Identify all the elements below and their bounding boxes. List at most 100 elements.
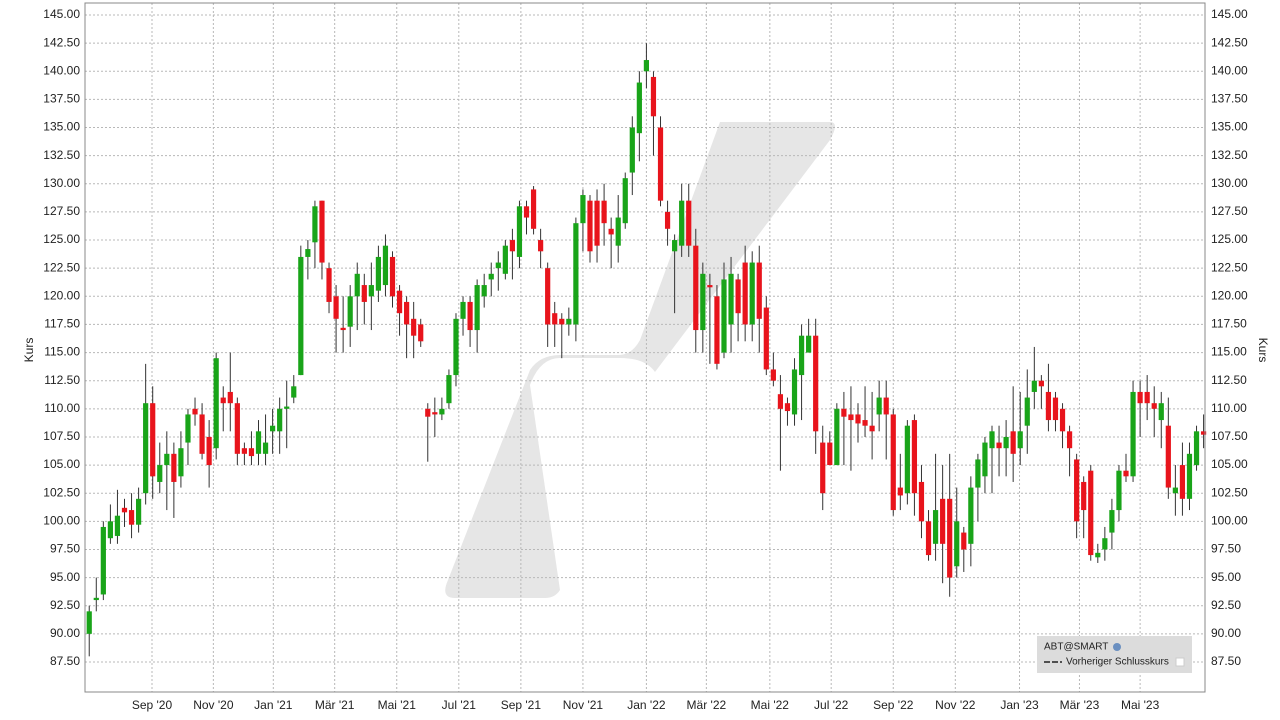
candle-body <box>305 249 311 257</box>
candle-body <box>298 256 304 376</box>
x-tick-label: Nov '22 <box>935 698 976 712</box>
candle-body <box>1130 391 1136 477</box>
candle-body <box>439 408 445 415</box>
candle-body <box>143 403 149 494</box>
candle-body <box>636 82 642 134</box>
candle-body <box>672 240 678 252</box>
y-tick-label: 117.50 <box>44 317 80 331</box>
y2-tick-label: 105.00 <box>1211 457 1248 471</box>
candle-body <box>707 285 713 288</box>
candle-body <box>446 375 452 404</box>
candle-body <box>961 532 967 550</box>
x-tick-label: Mär '23 <box>1060 698 1100 712</box>
candle-body <box>171 453 177 482</box>
y2-tick-label: 90.00 <box>1211 626 1241 640</box>
candle-body <box>989 431 995 449</box>
candle-body <box>855 414 861 424</box>
candle-body <box>396 290 403 314</box>
candle-body <box>1123 470 1129 477</box>
candle-body <box>411 318 417 336</box>
y-tick-label: 135.00 <box>43 120 80 134</box>
candle-body <box>580 195 586 224</box>
candle-body <box>361 285 367 302</box>
candle-body <box>657 127 664 201</box>
candle-body <box>375 256 382 291</box>
candle-body <box>277 408 283 432</box>
y2-tick-label: 137.50 <box>1211 92 1248 106</box>
candle-body <box>1095 552 1101 558</box>
candle-body <box>495 262 501 269</box>
y2-tick-label: 95.00 <box>1211 570 1241 584</box>
candle-body <box>1088 470 1094 556</box>
candle-body <box>227 391 233 404</box>
candle-body <box>1074 459 1080 522</box>
candle-body <box>107 521 113 539</box>
candle-body <box>1193 431 1200 466</box>
candle-body <box>552 313 558 325</box>
candle-body <box>1003 436 1009 449</box>
legend: ABT@SMART Vorheriger Schlusskurs <box>1037 636 1192 673</box>
candle-body <box>333 296 339 319</box>
candle-body <box>1031 380 1037 392</box>
candle-body <box>312 206 318 243</box>
y2-tick-label: 97.50 <box>1211 542 1241 556</box>
y-tick-label: 132.50 <box>43 148 80 162</box>
candle-body <box>1144 391 1150 404</box>
y2-tick-label: 102.50 <box>1211 485 1248 499</box>
legend-checkbox[interactable] <box>1175 657 1185 667</box>
candle-body <box>404 301 410 325</box>
candle-body <box>876 397 882 415</box>
candle-body <box>559 318 565 325</box>
candle-body <box>643 60 650 72</box>
candle-body <box>622 178 628 224</box>
candle-body <box>474 285 480 331</box>
candle-body <box>862 420 868 426</box>
y-tick-label: 137.50 <box>43 92 80 106</box>
grid <box>85 3 1205 692</box>
candle-body <box>481 285 487 297</box>
y2-axis-label: Kurs <box>1256 338 1270 363</box>
x-tick-label: Mär '22 <box>687 698 727 712</box>
x-tick-label: Sep '20 <box>132 698 173 712</box>
candle-body <box>813 335 819 432</box>
candle-body <box>587 200 593 252</box>
y2-tick-label: 140.00 <box>1211 63 1248 77</box>
y-tick-label: 95.00 <box>50 570 80 584</box>
candle-body <box>721 279 727 353</box>
x-tick-label: Nov '20 <box>193 698 234 712</box>
candle-body <box>1165 425 1171 488</box>
candle-body <box>975 459 981 488</box>
candle-body <box>925 521 932 556</box>
y-tick-label: 97.50 <box>50 542 80 556</box>
y2-tick-label: 130.00 <box>1211 176 1248 190</box>
candle-body <box>693 245 699 331</box>
plot-frame <box>84 2 1206 693</box>
candle-body <box>1137 391 1143 404</box>
candle-body <box>234 403 240 454</box>
x-tick-label: Jan '23 <box>1000 698 1039 712</box>
candle-body <box>777 394 784 409</box>
y2-tick-label: 142.50 <box>1211 35 1248 49</box>
candle-body <box>566 318 572 325</box>
candle-body <box>93 597 99 601</box>
x-tick-label: Sep '21 <box>501 698 542 712</box>
candle-body <box>100 526 106 595</box>
y2-tick-label: 132.50 <box>1211 148 1248 162</box>
x-tick-label: Jul '21 <box>442 698 477 712</box>
y2-tick-label: 122.50 <box>1211 260 1248 274</box>
candle-body <box>686 200 692 246</box>
candle-body <box>1010 431 1016 454</box>
legend-icon <box>1113 643 1121 651</box>
candle-body <box>432 412 438 415</box>
y2-tick-label: 112.50 <box>1211 373 1247 387</box>
y-tick-label: 90.00 <box>50 626 80 640</box>
x-tick-label: Mai '22 <box>751 698 790 712</box>
candle-body <box>714 296 720 364</box>
y2-tick-label: 125.00 <box>1211 232 1248 246</box>
candle-body <box>869 425 875 432</box>
candle-body <box>213 358 219 449</box>
candle-body <box>806 335 812 353</box>
y2-tick-label: 92.50 <box>1211 598 1241 612</box>
candle-body <box>206 436 212 466</box>
x-tick-label: Jan '21 <box>254 698 293 712</box>
